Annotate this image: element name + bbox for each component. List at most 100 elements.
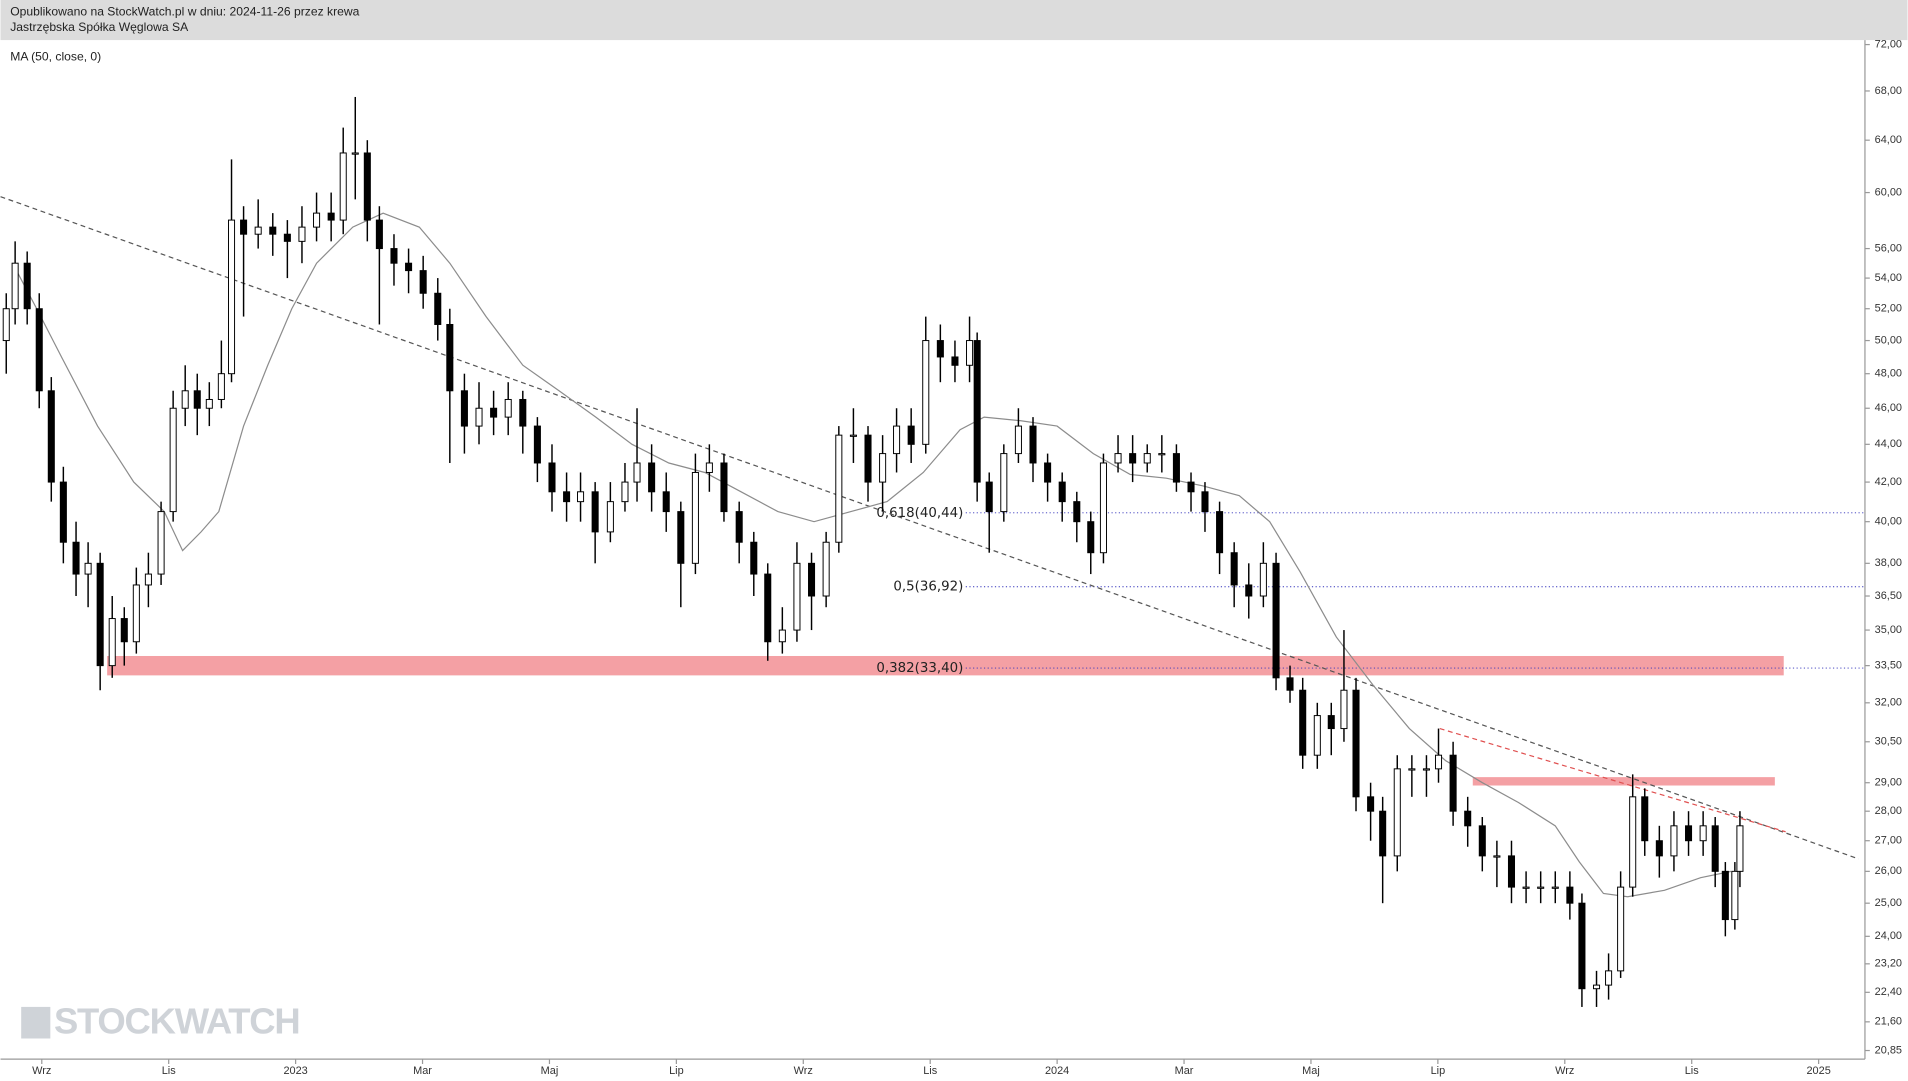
candle-body [1245,584,1253,597]
candle-body [922,340,930,445]
x-tick-label: Wrz [32,1065,51,1077]
candle-body [808,562,816,597]
candle-body [120,618,128,643]
candle-body [1493,855,1501,858]
watermark-icon [21,1006,51,1039]
candle-body [1551,886,1559,889]
candle-body [228,219,236,375]
candle-body [169,407,177,513]
candle-body [1641,796,1649,842]
candle-body [720,462,728,513]
candle-body [23,262,31,310]
candle-body [1629,796,1637,888]
candle-body [591,491,599,533]
y-tick-label: 72,00 [1875,38,1902,50]
candle-body [339,152,347,221]
candle-body [822,541,830,597]
candle-body [1566,886,1574,904]
candle-body [1699,825,1707,842]
y-tick-label: 25,00 [1875,897,1902,909]
candle-body [460,390,468,427]
candle-body [1029,425,1037,464]
candle-body [1721,870,1729,921]
candle-body [1216,511,1224,554]
candle-body [606,501,614,533]
candle-body [254,226,262,235]
candle-body [1129,453,1137,464]
candle-body [621,481,629,503]
candle-body [705,462,713,473]
candle-body [764,573,772,643]
candle-body [1434,754,1443,770]
candle-body [35,308,43,392]
x-tick-label: Mar [413,1065,432,1077]
y-tick-label: 46,00 [1875,402,1902,414]
candle-body [1201,491,1209,513]
candle-body [907,425,915,445]
candle-body [1114,453,1122,464]
candle-body [1522,886,1530,889]
candle-body [1537,886,1545,889]
y-tick-label: 26,00 [1875,865,1902,877]
candle-body [1685,825,1693,842]
y-tick-label: 42,00 [1875,476,1902,488]
candle-body [1736,825,1744,872]
candle-body [181,390,189,409]
candle-body [1327,715,1335,730]
watermark: STOCKWATCH [21,1001,301,1042]
candle-body [893,425,901,455]
x-tick-label: Lis [1685,1065,1700,1077]
candle-body [351,152,359,155]
candle-body [1286,677,1294,691]
y-tick-label: 54,00 [1875,272,1902,284]
candle-body [1099,462,1107,554]
candle-body [405,262,413,272]
x-tick-label: Lis [162,1065,177,1077]
candle-body [96,562,104,667]
legend-entry: MA (50, close, 0) [10,49,101,63]
candle-body [144,573,152,586]
y-tick-label: 64,00 [1875,134,1902,146]
candle-body [691,471,699,564]
candle-body [84,562,92,575]
y-tick-label: 35,00 [1875,624,1902,636]
y-tick-label: 44,00 [1875,438,1902,450]
fib-label: 0,382(33,40) [876,661,963,676]
candle-body [1731,870,1739,921]
candle-body [1272,562,1280,679]
published-note: Opublikowano na StockWatch.pl w dniu: 20… [10,4,359,18]
candle-body [577,491,585,503]
candle-body [283,233,291,242]
candle-body [390,248,398,264]
candle-body [434,292,442,325]
trendline [0,196,1859,860]
zone [1472,777,1775,786]
candle-body [1014,425,1022,455]
candle-body [1422,768,1430,771]
candle-body [1578,902,1586,990]
candle-body [1670,825,1678,857]
candle-body [1044,462,1052,483]
candle-body [633,462,641,483]
x-tick-label: Lis [923,1065,938,1077]
candle-body [1617,886,1625,972]
candle-body [1593,984,1601,990]
y-tick-label: 60,00 [1875,186,1902,198]
candle-body [750,541,758,575]
candle-body [1393,768,1401,857]
x-tick-label: Lip [669,1065,684,1077]
candle-body [1073,501,1081,523]
candle-body [1340,689,1348,730]
y-tick-label: 38,00 [1875,557,1902,569]
candle-body [1313,715,1321,756]
candle-body [936,340,944,358]
candle-body [490,407,498,418]
candle-body [1449,754,1457,812]
zone [107,655,1784,676]
candle-body [157,511,165,575]
candle-body [59,481,67,543]
x-tick-label: Lip [1431,1065,1446,1077]
candle-body [193,390,201,409]
x-tick-label: Maj [541,1065,559,1077]
